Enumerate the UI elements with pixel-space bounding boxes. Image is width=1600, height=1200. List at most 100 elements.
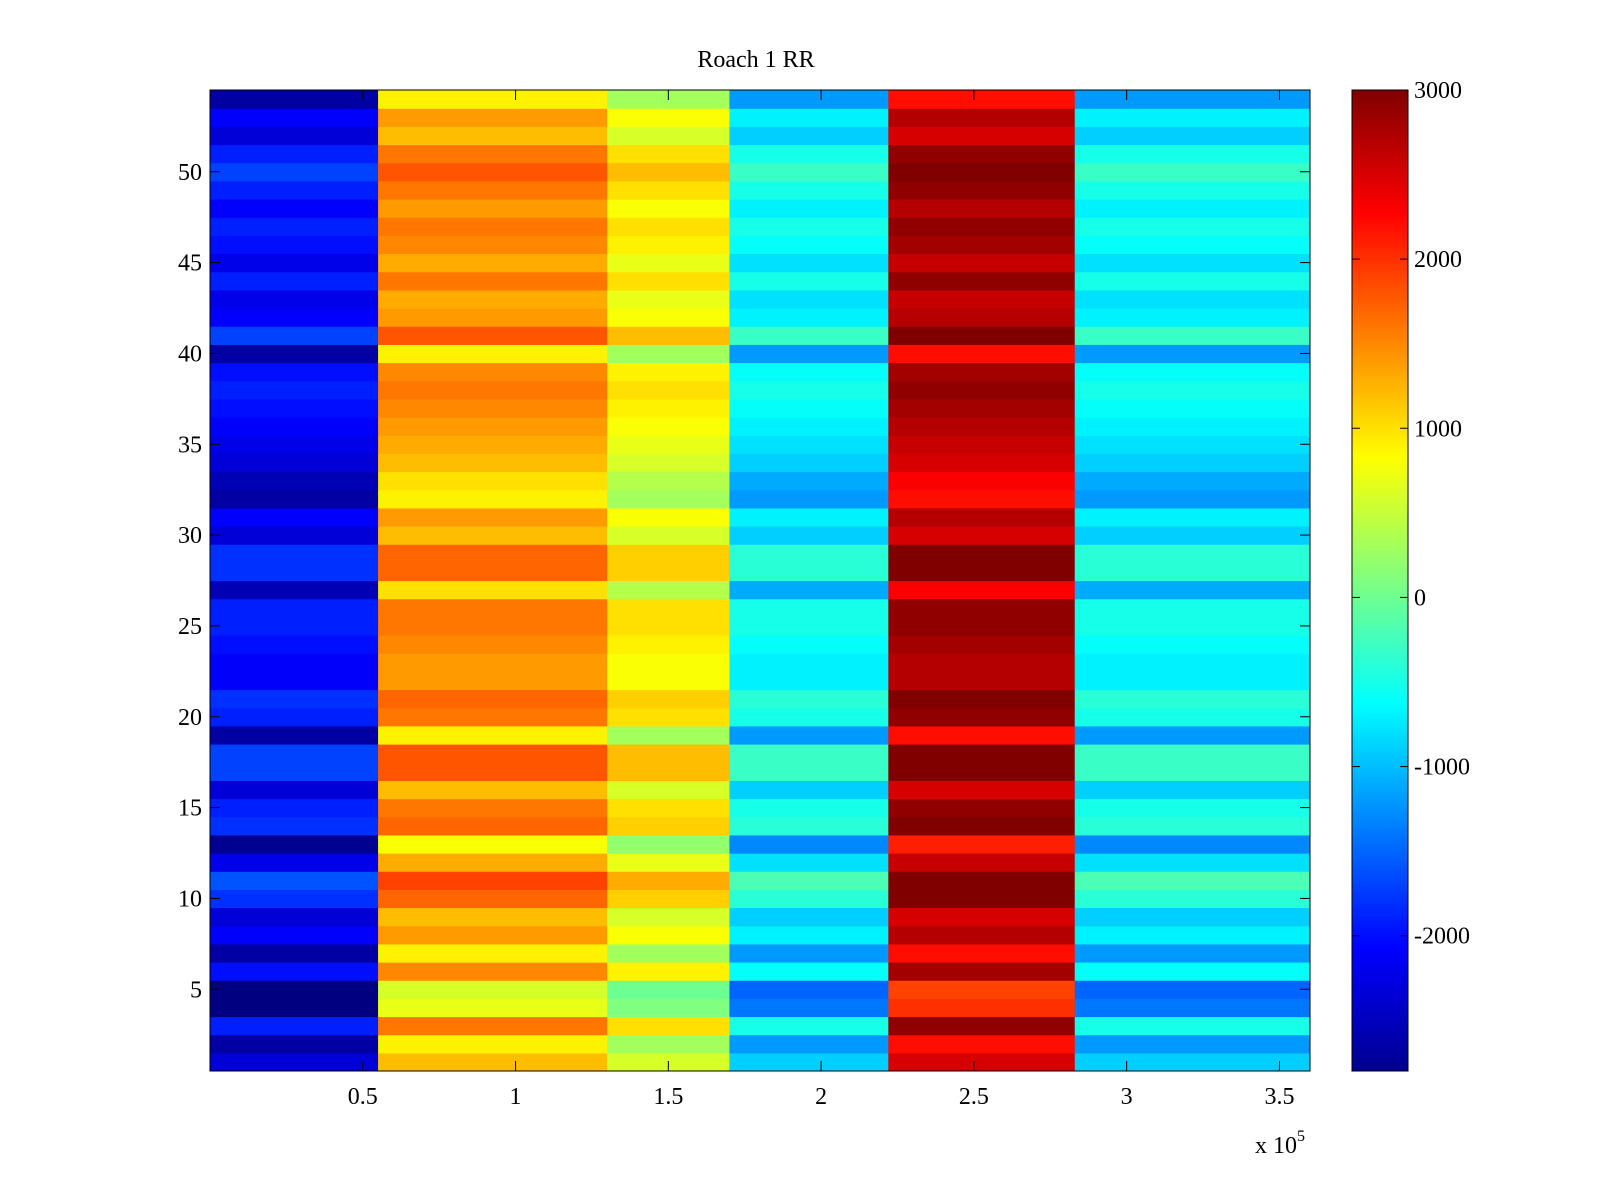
heatmap-cell (210, 980, 379, 999)
heatmap-cell (729, 635, 889, 654)
heatmap-cell (729, 853, 889, 872)
heatmap-cell (888, 598, 1076, 618)
heatmap-cell (607, 544, 731, 563)
heatmap-cell (888, 362, 1076, 382)
heatmap-cell (607, 562, 731, 582)
heatmap-cell (888, 562, 1076, 582)
heatmap-cell (378, 417, 608, 436)
heatmap-cell (888, 144, 1076, 164)
heatmap-cell (210, 362, 379, 382)
heatmap-cell (1074, 962, 1310, 981)
heatmap-cell (888, 380, 1076, 400)
heatmap-cell (888, 271, 1076, 291)
x-scale-base: x 10 (1255, 1133, 1297, 1159)
heatmap-cell (888, 943, 1076, 963)
heatmap-cell (210, 925, 379, 945)
heatmap-cell (729, 744, 889, 763)
heatmap-cell (888, 326, 1076, 345)
heatmap-cell (378, 489, 608, 509)
heatmap-cell (888, 544, 1076, 563)
heatmap-cell (210, 962, 379, 981)
heatmap-cell (888, 980, 1076, 999)
heatmap-cell (1074, 1016, 1310, 1036)
heatmap-cell (607, 235, 731, 255)
heatmap-cell (888, 507, 1076, 527)
heatmap-cell (1074, 562, 1310, 582)
heatmap-cell (378, 980, 608, 999)
heatmap-cell (1074, 289, 1310, 309)
heatmap-cell (378, 435, 608, 454)
heatmap-cell (888, 1016, 1076, 1036)
heatmap-cell (1074, 671, 1310, 691)
heatmap-cell (210, 289, 379, 309)
heatmap-cell (607, 126, 731, 146)
heatmap-cell (210, 834, 379, 854)
colorbar-tick-label: 0 (1414, 585, 1426, 611)
heatmap-cell (888, 289, 1076, 309)
heatmap-cell (210, 126, 379, 146)
heatmap-cell (378, 671, 608, 691)
heatmap-cell (1074, 925, 1310, 945)
heatmap-cell (210, 398, 379, 418)
heatmap-cell (888, 762, 1076, 781)
heatmap-cell (729, 344, 889, 364)
heatmap-cell (607, 144, 731, 164)
heatmap-cell (729, 217, 889, 236)
heatmap-cell (888, 689, 1076, 709)
x-tick-label: 3 (1121, 1084, 1133, 1110)
heatmap-cell (607, 308, 731, 327)
heatmap-cell (1074, 780, 1310, 800)
heatmap-cell (1074, 507, 1310, 527)
heatmap-cell (729, 126, 889, 146)
heatmap-cell (607, 689, 731, 709)
heatmap-cell (378, 562, 608, 582)
heatmap-cell (888, 180, 1076, 200)
heatmap-cell (378, 871, 608, 890)
heatmap-cell (210, 616, 379, 636)
heatmap-cell (729, 1034, 889, 1054)
heatmap-cell (729, 489, 889, 509)
heatmap-cell (1074, 871, 1310, 890)
heatmap-cell (888, 907, 1076, 927)
heatmap-cell (888, 453, 1076, 473)
heatmap-cell (888, 90, 1076, 109)
heatmap-cell (607, 616, 731, 636)
heatmap-cell (607, 344, 731, 364)
heatmap-cell (378, 235, 608, 255)
heatmap-cell (607, 635, 731, 654)
heatmap-cell (378, 998, 608, 1018)
heatmap-cell (729, 253, 889, 273)
heatmap-cell (378, 798, 608, 818)
heatmap-cell (210, 798, 379, 818)
heatmap-cell (378, 253, 608, 273)
y-tick-label: 25 (178, 614, 202, 640)
heatmap-cell (378, 853, 608, 872)
heatmap-cell (210, 853, 379, 872)
colorbar (1351, 89, 1409, 1072)
heatmap-cell (888, 417, 1076, 436)
heatmap-cell (1074, 417, 1310, 436)
heatmap-cell (1074, 326, 1310, 345)
colorbar-tick-label: 1000 (1414, 416, 1462, 442)
heatmap-cell (378, 1016, 608, 1036)
heatmap-cell (1074, 489, 1310, 509)
heatmap-cell (210, 580, 379, 600)
heatmap-cell (1074, 616, 1310, 636)
heatmap-cell (378, 598, 608, 618)
heatmap-cell (378, 707, 608, 727)
heatmap-cell (888, 308, 1076, 327)
heatmap-cell (210, 453, 379, 473)
heatmap-cell (888, 580, 1076, 600)
heatmap-cell (1074, 453, 1310, 473)
heatmap-cell (1074, 271, 1310, 291)
heatmap-cell (1074, 180, 1310, 200)
heatmap-cell (729, 725, 889, 745)
heatmap-cell (729, 435, 889, 454)
heatmap-cell (1074, 853, 1310, 872)
heatmap-cell (888, 816, 1076, 836)
heatmap-cell (378, 398, 608, 418)
heatmap-cell (1074, 798, 1310, 818)
heatmap-cell (1074, 834, 1310, 854)
heatmap-cell (729, 180, 889, 200)
heatmap-cell (378, 762, 608, 781)
